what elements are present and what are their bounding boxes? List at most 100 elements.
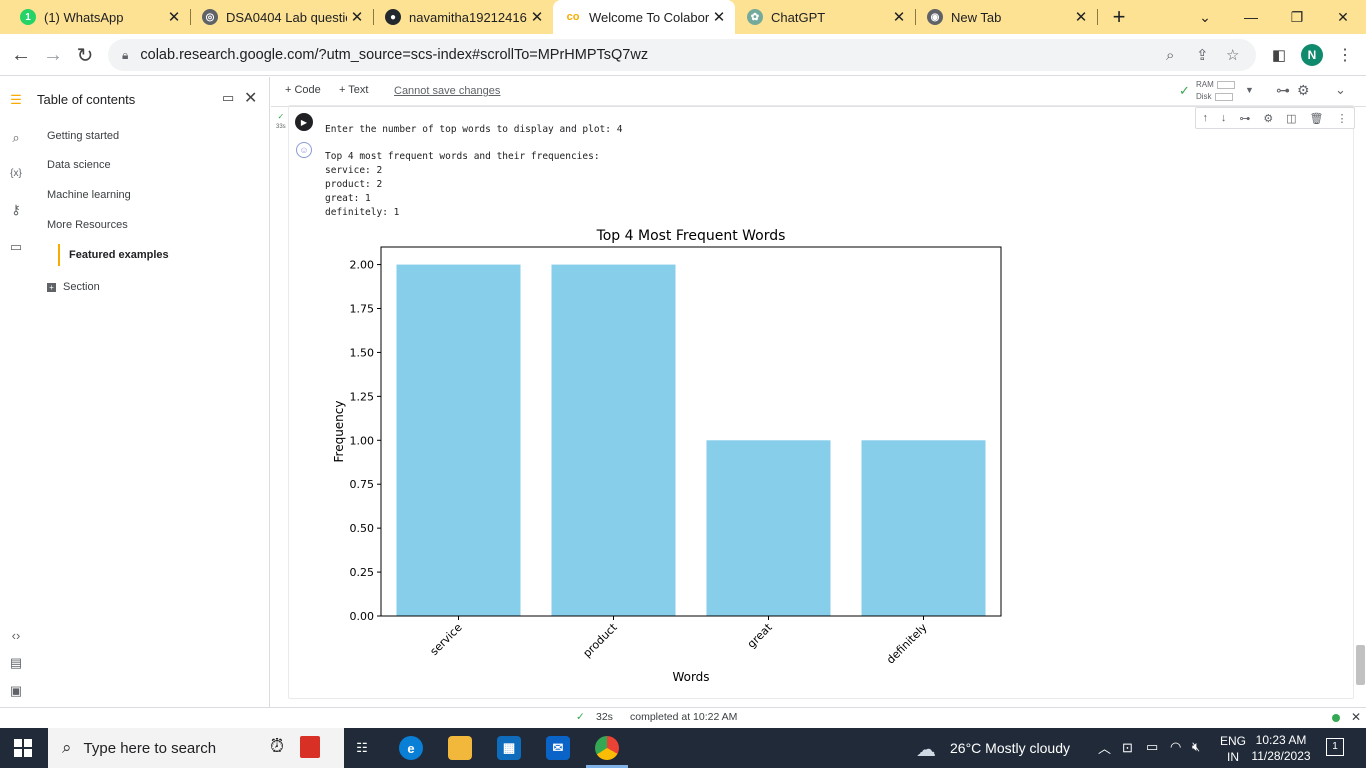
close-icon[interactable]: ✕ (530, 9, 544, 26)
side-panel-icon[interactable]: ◧ (1271, 47, 1287, 64)
close-status-icon[interactable]: ✕ (1351, 710, 1362, 724)
terminal-icon[interactable]: ▣ (9, 683, 23, 698)
tray-chevron-icon[interactable]: ︿ (1098, 741, 1112, 756)
globe-icon: ◎ (202, 9, 218, 25)
profile-avatar[interactable]: N (1301, 44, 1323, 66)
search-placeholder: Type here to search (83, 739, 217, 757)
scrollbar-thumb[interactable] (1356, 645, 1365, 685)
delete-cell-icon[interactable]: 🗑︎ (1309, 112, 1324, 125)
close-icon[interactable]: ✕ (167, 9, 181, 26)
edge-icon[interactable]: e (399, 736, 423, 760)
plot-frame (380, 246, 1002, 617)
forward-icon[interactable]: → (43, 43, 63, 66)
search-icon[interactable]: ⌕ (12, 130, 20, 145)
cannot-save-warning[interactable]: Cannot save changes (394, 85, 501, 97)
collapse-icon[interactable]: ⌄ (1335, 82, 1346, 97)
tab-github[interactable]: ● navamitha19212416: ✕ (373, 0, 553, 34)
add-text-button[interactable]: + Text (339, 84, 369, 96)
move-down-icon[interactable]: ↓ (1220, 112, 1227, 124)
chatgpt-icon: ✿ (747, 9, 763, 25)
tab-new-tab[interactable]: ◉ New Tab ✕ (915, 0, 1097, 34)
restore-icon[interactable]: ❐ (1290, 8, 1304, 25)
taskbar-search-box[interactable]: ⌕ Type here to search ⏰︎ (48, 728, 344, 768)
output-line: great: 1 (325, 193, 371, 204)
code-snippets-icon[interactable]: ‹› (11, 627, 21, 643)
toc-item-more-resources[interactable]: More Resources (47, 219, 128, 231)
toc-item-machine-learning[interactable]: Machine learning (47, 189, 131, 201)
cell-settings-icon[interactable]: ⚙ (1263, 112, 1274, 125)
weather-text[interactable]: 26°C Mostly cloudy (950, 740, 1070, 756)
close-icon[interactable]: ✕ (350, 9, 364, 26)
toc-item-section[interactable]: + Section (47, 281, 100, 293)
status-message: completed at 10:22 AM (630, 711, 738, 723)
battery-icon[interactable]: ▭ (1146, 739, 1159, 754)
clock-time: 10:23 AM (1255, 733, 1307, 747)
weather-cloud-icon[interactable]: ☁ (916, 739, 936, 761)
output-actions-icon[interactable]: ☺ (296, 142, 312, 158)
tab-colab[interactable]: co Welcome To Colabor ✕ (553, 0, 735, 34)
file-explorer-icon[interactable] (448, 736, 472, 760)
tab-whatsapp[interactable]: 1 (1) WhatsApp ✕ (8, 0, 190, 34)
close-icon[interactable]: ✕ (712, 9, 726, 26)
toc-item-featured-examples[interactable]: Featured examples (58, 244, 169, 266)
browser-toolbar: ← → ↻ 🔒︎ colab.research.google.com/?utm_… (0, 34, 1366, 76)
key-icon[interactable]: ⚷ (11, 202, 21, 217)
tab-search-icon[interactable]: ⌄ (1199, 8, 1211, 25)
minimize-icon[interactable]: — (1244, 9, 1258, 25)
toc-item-getting-started[interactable]: Getting started (47, 130, 120, 142)
task-view-icon[interactable]: ☷ (356, 740, 368, 755)
language-indicator[interactable]: ENG IN (1220, 733, 1246, 765)
close-window-icon[interactable]: ✕ (1337, 8, 1349, 25)
tab-chatgpt[interactable]: ✿ ChatGPT ✕ (735, 0, 915, 34)
mail-icon[interactable]: ✉ (546, 736, 570, 760)
share-icon[interactable]: ⇪ (1196, 47, 1209, 64)
close-panel-icon[interactable]: ✕ (244, 90, 258, 107)
y-axis-label: Frequency (332, 401, 346, 463)
reload-icon[interactable]: ↻ (76, 44, 94, 67)
volume-muted-icon[interactable]: 🔇︎ (1192, 739, 1201, 754)
tab-dsa-lab[interactable]: ◎ DSA0404 Lab questio ✕ (190, 0, 373, 34)
bookmark-star-icon[interactable]: ☆ (1226, 47, 1240, 64)
settings-gear-icon[interactable]: ⚙ (1297, 82, 1310, 98)
close-icon[interactable]: ✕ (892, 9, 906, 26)
folder-icon[interactable]: ▭ (9, 239, 23, 254)
taskbar-clock[interactable]: 10:23 AM 11/28/2023 (1248, 732, 1314, 764)
move-up-icon[interactable]: ↑ (1202, 112, 1208, 124)
address-bar[interactable]: 🔒︎ colab.research.google.com/?utm_source… (108, 39, 1256, 71)
store-icon[interactable]: ▦ (497, 736, 521, 760)
link-icon[interactable]: ⊶ (1276, 82, 1290, 98)
back-icon[interactable]: ← (11, 43, 31, 66)
browser-menu-icon[interactable]: ⋮ (1337, 47, 1353, 64)
notification-center-icon[interactable]: 1 (1326, 738, 1344, 756)
cell-link-icon[interactable]: ⊶ (1239, 112, 1251, 125)
expand-icon[interactable]: + (47, 282, 56, 292)
cell-more-icon[interactable]: ⋮ (1336, 112, 1348, 125)
windows-start-icon[interactable] (14, 739, 32, 757)
variables-icon[interactable]: {x} (10, 167, 22, 179)
x-tick-label: great (745, 620, 775, 650)
run-cell-button[interactable]: ▶ (295, 113, 313, 131)
browser-tab-strip: 1 (1) WhatsApp ✕ ◎ DSA0404 Lab questio ✕… (0, 0, 1366, 34)
toc-item-data-science[interactable]: Data science (47, 159, 111, 171)
toc-icon[interactable]: ☰ (10, 92, 22, 107)
bar-service (396, 264, 521, 616)
zoom-icon[interactable]: ⌕ (1166, 46, 1175, 64)
command-palette-icon[interactable]: ▤ (9, 655, 23, 670)
chrome-icon[interactable] (595, 736, 619, 760)
mirror-cell-icon[interactable]: ◫ (1286, 112, 1297, 125)
open-in-tab-icon[interactable]: ▭ (222, 90, 235, 105)
add-code-button[interactable]: + Code (285, 84, 321, 96)
lock-icon: 🔒︎ (122, 47, 129, 62)
search-icon: ⌕ (62, 738, 72, 757)
frequency-bar-chart: Top 4 Most Frequent Words 0.00 0.25 0.50 0.7… (332, 228, 1002, 684)
lang-top: ENG (1220, 734, 1247, 748)
new-tab-button[interactable]: + (1112, 4, 1126, 29)
wifi-icon[interactable]: ◠ (1170, 739, 1182, 754)
close-icon[interactable]: ✕ (1074, 9, 1088, 26)
ram-disk-indicator[interactable]: RAM Disk (1196, 79, 1235, 103)
runtime-dropdown-icon[interactable]: ▼ (1245, 85, 1254, 95)
exec-time: 33s (276, 124, 286, 130)
meet-icon[interactable]: ⊡ (1122, 740, 1133, 755)
output-line: Top 4 most frequent words and their freq… (325, 151, 600, 162)
connection-indicator (1332, 714, 1340, 722)
